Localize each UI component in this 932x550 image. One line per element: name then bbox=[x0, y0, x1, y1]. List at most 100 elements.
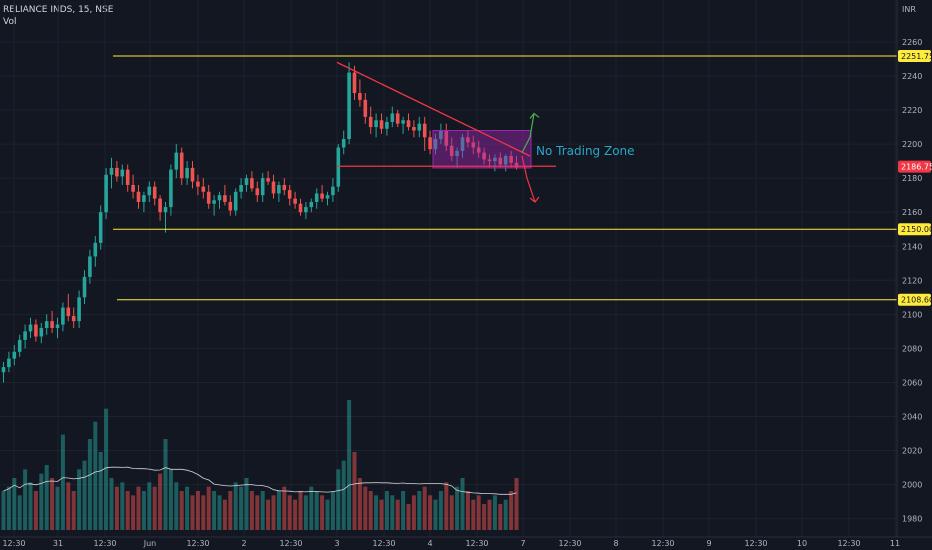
level-badge: 2251.75 bbox=[898, 49, 932, 62]
candle bbox=[255, 181, 260, 202]
volume-bar bbox=[514, 478, 519, 530]
volume-bar bbox=[379, 499, 384, 530]
time-tick-label: 12:30 bbox=[837, 539, 860, 548]
time-tick-label: 4 bbox=[427, 539, 432, 548]
candle bbox=[50, 310, 54, 334]
svg-text:2186.75: 2186.75 bbox=[901, 163, 932, 172]
candle bbox=[88, 249, 92, 284]
volume-bar bbox=[17, 495, 22, 530]
candle bbox=[374, 113, 378, 138]
candle bbox=[336, 144, 341, 192]
time-tick-label: Jun bbox=[143, 539, 157, 548]
candle bbox=[498, 152, 503, 168]
candle bbox=[212, 195, 216, 216]
candle bbox=[514, 156, 519, 170]
grid-lines bbox=[0, 0, 897, 537]
volume-bar bbox=[314, 491, 319, 530]
time-tick-label: 12:30 bbox=[558, 539, 581, 548]
candle bbox=[433, 133, 438, 155]
volume-bar bbox=[136, 486, 141, 530]
candle bbox=[125, 164, 130, 192]
candle bbox=[136, 184, 141, 209]
time-tick-label: 12:30 bbox=[465, 539, 488, 548]
volume-bar bbox=[39, 473, 44, 530]
time-tick-label: 2 bbox=[241, 539, 246, 548]
volume-bar bbox=[44, 465, 49, 530]
volume-label: Vol bbox=[3, 17, 17, 27]
volume-bar bbox=[492, 495, 497, 530]
candle bbox=[206, 184, 211, 209]
volume-bar bbox=[276, 491, 281, 530]
candle bbox=[293, 191, 297, 209]
volume-bar bbox=[98, 452, 103, 530]
volume-bar bbox=[179, 491, 184, 530]
volume-bar bbox=[390, 495, 395, 530]
candle bbox=[115, 161, 119, 182]
volume-bar bbox=[395, 499, 400, 530]
volume-bar bbox=[131, 495, 136, 530]
candle bbox=[17, 334, 22, 357]
time-tick-label: 10 bbox=[797, 539, 807, 548]
candle bbox=[271, 174, 276, 199]
volume-bar bbox=[352, 452, 357, 530]
volume-bar bbox=[77, 469, 82, 530]
volume-bar bbox=[222, 499, 227, 530]
candle bbox=[228, 195, 233, 216]
volume-bar bbox=[212, 491, 217, 530]
candle bbox=[406, 113, 411, 131]
price-tick-label: 2180 bbox=[902, 174, 922, 183]
time-tick-label: 12:30 bbox=[186, 539, 209, 548]
candle bbox=[217, 191, 222, 209]
candle bbox=[298, 198, 303, 216]
price-tick-label: 2220 bbox=[902, 106, 922, 115]
candle bbox=[428, 130, 432, 155]
volume-bar bbox=[368, 491, 373, 530]
time-tick-label: 12:30 bbox=[744, 539, 767, 548]
volume-bar bbox=[233, 482, 238, 530]
volume-bar bbox=[1, 491, 6, 530]
volume-bar bbox=[460, 478, 465, 530]
volume-bar bbox=[433, 499, 438, 530]
candle bbox=[185, 161, 189, 185]
level-badge: 2150.00 bbox=[898, 223, 932, 236]
volume-bar bbox=[293, 499, 298, 530]
svg-text:2251.75: 2251.75 bbox=[901, 52, 932, 61]
descending-trendline bbox=[336, 61, 531, 157]
candle bbox=[385, 116, 389, 136]
candle bbox=[131, 174, 135, 199]
volume-bar bbox=[320, 495, 325, 530]
time-axis: 12:30 31 12:30 Jun 12:30 2 12:30 3 12:30 4 12:30 7 1… bbox=[2, 539, 900, 548]
candle bbox=[460, 133, 465, 158]
volume-bar bbox=[55, 486, 60, 530]
candle bbox=[28, 317, 33, 339]
price-tick-label: 2060 bbox=[902, 378, 922, 387]
up-arrow bbox=[521, 113, 535, 153]
candle bbox=[277, 181, 281, 202]
volume-moving-average bbox=[3, 466, 517, 495]
volume-bar bbox=[82, 460, 87, 530]
price-tick-label: 2020 bbox=[902, 447, 922, 456]
time-tick-label: 12:30 bbox=[279, 539, 302, 548]
candle bbox=[379, 113, 384, 134]
candle bbox=[12, 344, 17, 366]
volume-bar bbox=[195, 491, 200, 530]
candle bbox=[455, 147, 459, 168]
time-tick-label: 12:30 bbox=[2, 539, 25, 548]
volume-bar bbox=[244, 478, 249, 530]
candle bbox=[493, 154, 497, 172]
candle bbox=[250, 171, 254, 192]
candle bbox=[201, 178, 206, 199]
volume-bar bbox=[260, 491, 265, 530]
volume-bar bbox=[444, 482, 449, 530]
volume-bars bbox=[1, 400, 519, 530]
candle bbox=[93, 236, 98, 267]
candle bbox=[120, 164, 125, 185]
candle bbox=[476, 140, 481, 158]
candle bbox=[449, 137, 454, 162]
candle bbox=[39, 322, 44, 344]
candle bbox=[503, 154, 508, 172]
volume-bar bbox=[266, 499, 271, 530]
volume-bar bbox=[249, 491, 254, 530]
candle bbox=[412, 120, 416, 138]
